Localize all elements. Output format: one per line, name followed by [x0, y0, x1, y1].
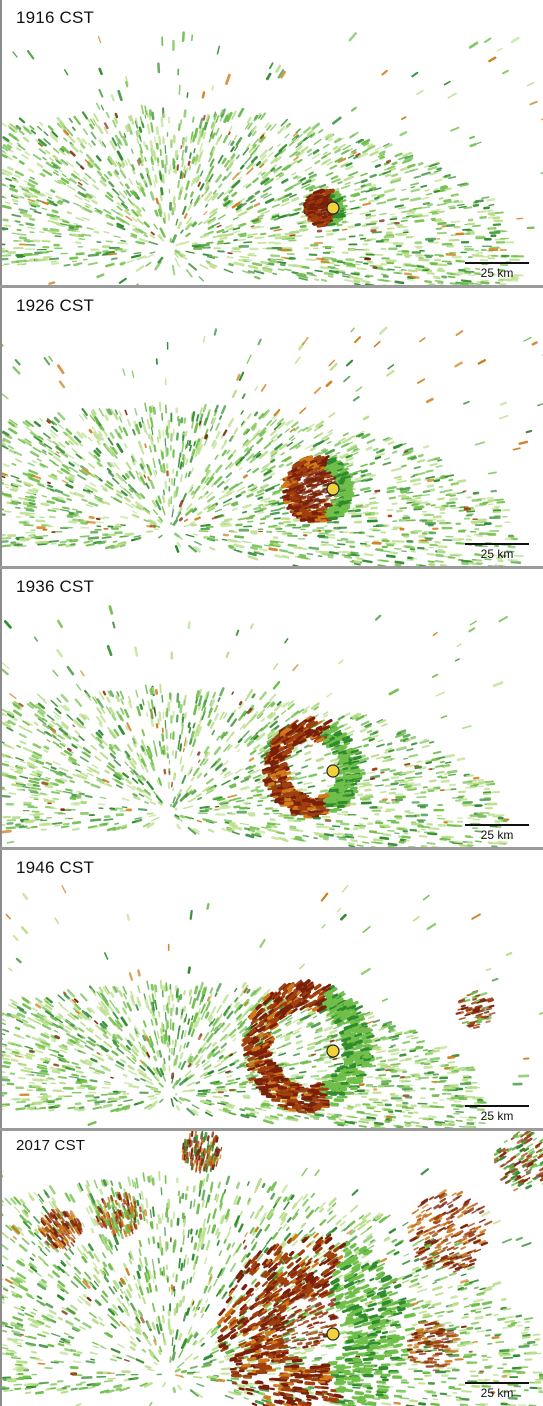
panel-divider — [0, 847, 543, 850]
scale-bar-line — [465, 1382, 529, 1384]
scale-bar: 25 km — [465, 824, 529, 842]
radar-panel-1916: 1916 CST 25 km — [0, 0, 543, 286]
time-label: 1946 CST — [16, 858, 95, 877]
radar-image — [2, 605, 514, 848]
panel-divider — [0, 285, 543, 288]
scale-bar-line — [465, 824, 529, 826]
scale-bar-label: 25 km — [480, 1109, 514, 1123]
time-label: 1926 CST — [16, 296, 95, 315]
scale-bar-label: 25 km — [480, 266, 514, 280]
panel-divider — [0, 1128, 543, 1131]
radar-image — [2, 326, 543, 567]
radar-panel-1926: 1926 CST 25 km — [0, 288, 543, 567]
scale-bar-line — [465, 1105, 529, 1107]
scale-bar: 25 km — [465, 543, 529, 561]
radar-image — [2, 1131, 543, 1406]
radar-panel-2017: 2017 CST 25 km — [0, 1131, 543, 1406]
time-label: 2017 CST — [16, 1137, 86, 1154]
scale-bar-label: 25 km — [480, 1386, 514, 1400]
scale-bar: 25 km — [465, 1105, 529, 1123]
radar-image — [2, 31, 543, 286]
time-label: 1936 CST — [16, 577, 95, 596]
radar-panel-1936: 1936 CST 25 km — [0, 569, 543, 848]
radar-panel-1946: 1946 CST 25 km — [0, 850, 543, 1129]
time-label: 1916 CST — [16, 8, 95, 27]
scale-bar-line — [465, 543, 529, 545]
panel-divider — [0, 566, 543, 569]
scale-bar: 25 km — [465, 262, 529, 280]
radar-image — [2, 885, 543, 1129]
scale-bar-label: 25 km — [480, 828, 514, 842]
scale-bar: 25 km — [465, 1382, 529, 1400]
scale-bar-line — [465, 262, 529, 264]
scale-bar-label: 25 km — [480, 547, 514, 561]
